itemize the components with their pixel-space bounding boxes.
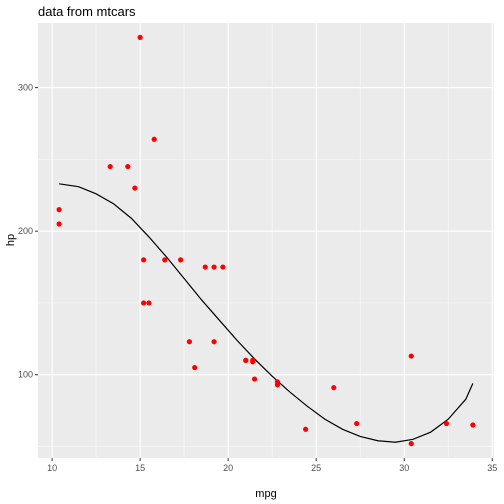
data-point [141, 300, 147, 306]
data-point [192, 364, 198, 371]
data-point [186, 339, 193, 345]
data-point [146, 300, 152, 306]
data-point [243, 357, 249, 363]
y-axis-title: hp [5, 234, 17, 246]
data-point [137, 34, 143, 40]
data-point [56, 221, 62, 227]
data-point [251, 376, 258, 382]
data-point [250, 359, 256, 365]
x-tick-label: 15 [135, 463, 145, 473]
y-tick-label: 100 [18, 370, 33, 380]
x-tick-label: 20 [223, 463, 233, 473]
grid-minor [38, 23, 494, 458]
x-tick-label: 25 [311, 463, 321, 473]
smooth-curve [59, 183, 474, 443]
data-point [470, 422, 476, 428]
plot-panel [38, 23, 494, 458]
data-point [220, 264, 226, 270]
y-tick-label: 200 [18, 226, 33, 236]
data-point [56, 207, 62, 213]
data-point [141, 257, 147, 263]
data-point [303, 426, 309, 432]
data-point [211, 339, 217, 345]
data-point [331, 385, 337, 391]
data-point [125, 163, 131, 170]
x-tick-label: 10 [47, 463, 57, 473]
data-point [443, 420, 450, 427]
x-axis: 10 15 20 25 30 35 [47, 458, 497, 473]
data-point [162, 257, 168, 263]
data-point [211, 264, 217, 270]
data-point [178, 257, 184, 263]
data-point [408, 441, 414, 447]
data-point [107, 163, 113, 170]
data-point [354, 420, 360, 427]
data-point [202, 264, 208, 270]
grid-major [38, 23, 494, 458]
y-tick-label: 300 [18, 83, 33, 93]
y-axis: 100 200 300 [18, 83, 38, 380]
data-point [151, 136, 157, 142]
plot-title: data from mtcars [38, 4, 136, 19]
data-point [408, 353, 414, 359]
data-point [274, 382, 281, 388]
x-axis-title: mpg [255, 488, 276, 500]
x-tick-label: 35 [487, 463, 497, 473]
data-point [132, 185, 138, 191]
data-points [56, 34, 476, 447]
x-tick-label: 30 [399, 463, 409, 473]
